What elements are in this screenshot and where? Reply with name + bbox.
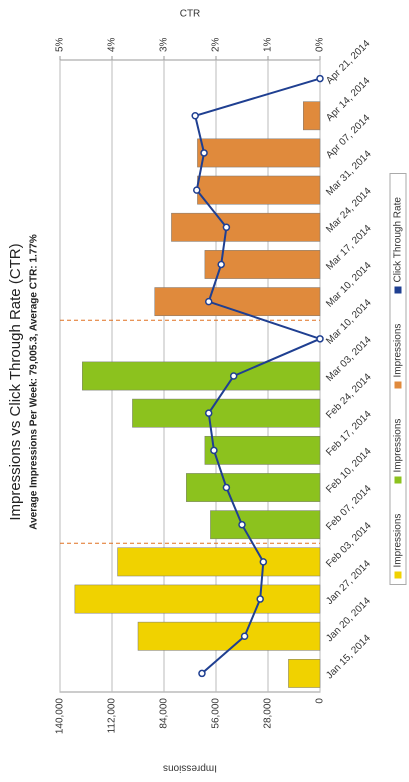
ctr-point	[240, 632, 249, 640]
y-tick-label: 112,000	[107, 698, 118, 734]
bar	[186, 473, 321, 502]
bar	[303, 101, 321, 131]
bar	[132, 398, 321, 428]
ctr-point	[229, 372, 238, 380]
bar	[197, 175, 321, 205]
legend-label: Impressions	[393, 419, 404, 473]
bar	[74, 584, 321, 614]
ctr-point	[238, 520, 246, 529]
y-tick-label: 28,000	[263, 698, 274, 729]
bar	[171, 212, 321, 242]
bar	[204, 250, 321, 279]
y-tick-label: 84,000	[159, 698, 170, 729]
legend-label: Impressions	[393, 514, 404, 568]
bar	[210, 510, 321, 540]
bar	[137, 621, 321, 651]
ctr-point	[200, 149, 208, 157]
ctr-point	[210, 446, 218, 455]
ctr-point	[259, 558, 268, 566]
ctr-point	[222, 483, 231, 492]
legend-swatch	[394, 571, 402, 579]
y2-tick-label: 1%	[263, 37, 274, 52]
legend-swatch	[394, 381, 402, 389]
y2-tick-label: 3%	[159, 37, 170, 52]
ctr-point	[222, 223, 231, 232]
bar	[197, 138, 321, 168]
bar	[154, 287, 321, 317]
y2-tick-label: 0%	[315, 37, 326, 52]
ctr-point	[204, 297, 213, 306]
bar	[82, 361, 321, 391]
bar	[204, 435, 321, 465]
ctr-point	[204, 409, 213, 417]
ctr-point	[217, 260, 225, 269]
chart-title: Impressions vs Click Through Rate (CTR)	[7, 243, 24, 520]
ctr-point	[191, 112, 199, 120]
y-tick-label: 0	[315, 698, 326, 704]
ctr-point	[193, 186, 201, 194]
legend-swatch	[394, 476, 402, 484]
legend-box	[389, 173, 407, 585]
legend-label: Impressions	[393, 324, 404, 378]
chart-subtitle: Average Impressions Per Week: 79,005.3, …	[29, 234, 40, 530]
y2-tick-label: 5%	[55, 37, 66, 52]
bar	[288, 659, 321, 688]
legend-swatch	[394, 286, 402, 294]
ctr-point	[316, 74, 324, 83]
ctr-point	[198, 669, 206, 678]
y-tick-label: 140,000	[55, 698, 66, 735]
ctr-point	[256, 595, 264, 603]
legend-label: Click Through Rate	[393, 197, 404, 283]
bar	[117, 547, 321, 577]
y2-tick-label: 2%	[211, 37, 222, 52]
y2-axis-title: CTR	[180, 9, 201, 20]
ctr-point	[316, 335, 324, 343]
y-tick-label: 56,000	[211, 698, 222, 729]
y2-tick-label: 4%	[107, 37, 118, 52]
y-axis-title: Impressions	[163, 762, 217, 773]
